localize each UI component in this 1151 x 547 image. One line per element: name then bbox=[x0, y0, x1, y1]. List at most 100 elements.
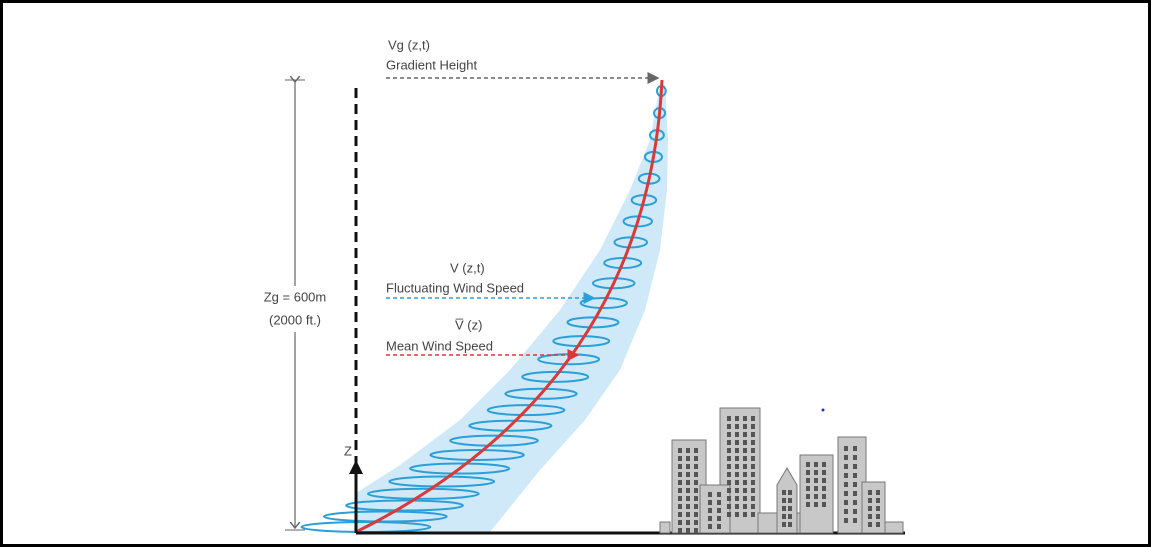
window bbox=[678, 488, 682, 493]
window bbox=[717, 500, 721, 505]
window bbox=[806, 478, 810, 483]
z-label: Z bbox=[344, 443, 352, 458]
window bbox=[844, 473, 848, 478]
window bbox=[694, 480, 698, 485]
window bbox=[844, 500, 848, 505]
window bbox=[735, 496, 739, 501]
window bbox=[694, 496, 698, 501]
window bbox=[876, 506, 880, 511]
window bbox=[694, 520, 698, 525]
window bbox=[694, 456, 698, 461]
window bbox=[678, 472, 682, 477]
window bbox=[686, 528, 690, 533]
window bbox=[694, 472, 698, 477]
window bbox=[751, 440, 755, 445]
window bbox=[678, 448, 682, 453]
window bbox=[782, 506, 786, 511]
window bbox=[735, 480, 739, 485]
window bbox=[686, 512, 690, 517]
window bbox=[717, 516, 721, 521]
window bbox=[727, 448, 731, 453]
window bbox=[678, 520, 682, 525]
window bbox=[876, 498, 880, 503]
window bbox=[751, 464, 755, 469]
window bbox=[694, 504, 698, 509]
window bbox=[678, 464, 682, 469]
window bbox=[844, 518, 848, 523]
window bbox=[678, 528, 682, 533]
frame bbox=[2, 2, 1150, 546]
window bbox=[751, 432, 755, 437]
window bbox=[788, 522, 792, 527]
window bbox=[853, 491, 857, 496]
window bbox=[694, 448, 698, 453]
window bbox=[788, 490, 792, 495]
window bbox=[735, 504, 739, 509]
window bbox=[782, 498, 786, 503]
window bbox=[735, 424, 739, 429]
window bbox=[717, 492, 721, 497]
window bbox=[735, 456, 739, 461]
window bbox=[743, 472, 747, 477]
height-metric: Zg = 600m bbox=[264, 289, 327, 304]
gradient-symbol: Vg (z,t) bbox=[388, 37, 430, 52]
window bbox=[806, 494, 810, 499]
window bbox=[735, 512, 739, 517]
window bbox=[743, 480, 747, 485]
window bbox=[708, 492, 712, 497]
window bbox=[743, 448, 747, 453]
window bbox=[782, 490, 786, 495]
window bbox=[806, 486, 810, 491]
window bbox=[876, 490, 880, 495]
window bbox=[717, 508, 721, 513]
window bbox=[686, 472, 690, 477]
window bbox=[735, 432, 739, 437]
window bbox=[814, 486, 818, 491]
window bbox=[735, 440, 739, 445]
height-imperial: (2000 ft.) bbox=[269, 312, 321, 327]
window bbox=[727, 504, 731, 509]
window bbox=[806, 470, 810, 475]
window bbox=[727, 512, 731, 517]
window bbox=[686, 480, 690, 485]
window bbox=[735, 488, 739, 493]
window bbox=[743, 440, 747, 445]
window bbox=[743, 424, 747, 429]
window bbox=[743, 432, 747, 437]
window bbox=[743, 488, 747, 493]
window bbox=[727, 464, 731, 469]
window bbox=[743, 456, 747, 461]
window bbox=[686, 504, 690, 509]
window bbox=[751, 496, 755, 501]
window bbox=[727, 496, 731, 501]
window bbox=[853, 473, 857, 478]
window bbox=[853, 455, 857, 460]
window bbox=[844, 509, 848, 514]
window bbox=[678, 496, 682, 501]
window bbox=[686, 456, 690, 461]
window bbox=[822, 502, 826, 507]
window bbox=[678, 504, 682, 509]
window bbox=[708, 508, 712, 513]
window bbox=[853, 509, 857, 514]
window bbox=[694, 488, 698, 493]
window bbox=[822, 470, 826, 475]
window bbox=[806, 502, 810, 507]
window bbox=[727, 472, 731, 477]
window bbox=[876, 522, 880, 527]
window bbox=[814, 502, 818, 507]
window bbox=[822, 494, 826, 499]
window bbox=[751, 424, 755, 429]
window bbox=[868, 506, 872, 511]
window bbox=[788, 514, 792, 519]
fluctuating-name: Fluctuating Wind Speed bbox=[386, 280, 524, 295]
window bbox=[853, 446, 857, 451]
window bbox=[853, 500, 857, 505]
window bbox=[822, 478, 826, 483]
window bbox=[717, 524, 721, 529]
window bbox=[868, 522, 872, 527]
window bbox=[708, 516, 712, 521]
window bbox=[686, 496, 690, 501]
window bbox=[727, 416, 731, 421]
window bbox=[814, 478, 818, 483]
